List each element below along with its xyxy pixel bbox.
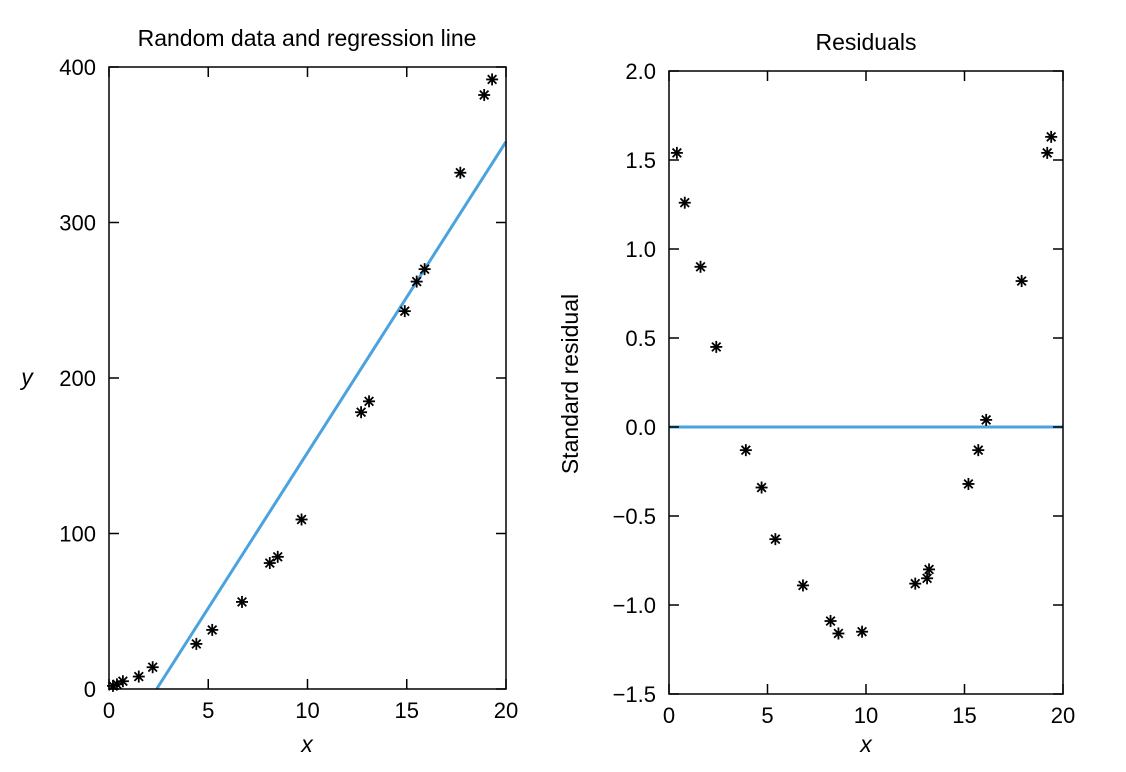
left-chart-title: Random data and regression line (138, 25, 477, 51)
left-chart-point (363, 395, 376, 408)
left-chart-point (486, 73, 499, 86)
right-chart-marks (669, 130, 1063, 640)
left-chart-point (235, 595, 248, 608)
right-chart-point (972, 444, 985, 457)
left-chart-point (146, 661, 159, 674)
right-chart-point (1041, 146, 1054, 159)
right-chart-point (962, 477, 975, 490)
left-chart-point (116, 675, 129, 688)
right-chart-xlabel: x (859, 731, 873, 757)
right-chart-xtick-label: 0 (663, 703, 675, 728)
left-chart-xtick-label: 15 (395, 698, 419, 723)
right-chart-ytick-label: 1.0 (625, 237, 656, 262)
right-chart-point (1015, 275, 1028, 288)
right-chart: Residuals 0 5 10 15 20 −1.5 −1.0 −0.5 0.0 0.5 1.0 1… (557, 29, 1075, 757)
left-chart-point (263, 557, 276, 570)
left-chart-xtick-label: 5 (202, 698, 214, 723)
left-chart-ytick-label: 0 (84, 677, 96, 702)
left-chart-frame (108, 66, 507, 690)
right-chart-point (694, 260, 707, 273)
left-chart-point (271, 550, 284, 563)
left-chart-point (398, 305, 411, 318)
left-chart-point (295, 513, 308, 526)
right-chart-point (796, 579, 809, 592)
right-chart-point (921, 572, 934, 585)
right-chart-ytick-label: −1.0 (613, 593, 656, 618)
right-chart-point (739, 444, 752, 457)
right-chart-point (909, 577, 922, 590)
left-chart-ytick-label: 200 (59, 366, 96, 391)
right-chart-ticks: 0 5 10 15 20 −1.5 −1.0 −0.5 0.0 0.5 1.0 1.5 2.0 (613, 59, 1076, 728)
right-chart-point (1045, 130, 1058, 143)
left-chart-point (355, 406, 368, 419)
right-chart-ytick-label: 0.0 (625, 415, 656, 440)
right-chart-ylabel: Standard residual (557, 294, 583, 474)
right-chart-point (769, 533, 782, 546)
left-chart-xtick-label: 10 (295, 698, 319, 723)
right-chart-xtick-label: 10 (854, 703, 878, 728)
right-chart-ytick-label: 0.5 (625, 326, 656, 351)
right-chart-point (824, 615, 837, 628)
left-chart-point (190, 637, 203, 650)
left-chart-xtick-label: 20 (494, 698, 518, 723)
left-chart-ytick-label: 400 (59, 55, 96, 80)
left-chart-point (410, 275, 423, 288)
right-chart-point (755, 481, 768, 494)
right-chart-ytick-label: −0.5 (613, 504, 656, 529)
left-chart-ytick-label: 100 (59, 522, 96, 547)
left-chart-point (132, 670, 145, 683)
right-chart-frame (668, 70, 1064, 695)
right-chart-point (980, 413, 993, 426)
left-chart-xtick-label: 0 (103, 698, 115, 723)
left-chart-ylabel: y (19, 364, 34, 390)
left-chart-marks (106, 73, 508, 692)
left-chart-point (206, 623, 219, 636)
right-chart-ytick-label: −1.5 (613, 682, 656, 707)
right-chart-point (678, 196, 691, 209)
left-chart-point (454, 166, 467, 179)
left-chart-point (418, 263, 431, 276)
right-chart-ytick-label: 2.0 (625, 59, 656, 84)
right-chart-point (670, 146, 683, 159)
right-chart-point (710, 340, 723, 353)
right-chart-point (832, 627, 845, 640)
right-chart-point (856, 625, 869, 638)
left-chart-regression-line (155, 140, 508, 690)
right-chart-xtick-label: 20 (1051, 703, 1075, 728)
left-chart-point (478, 88, 491, 101)
right-chart-xtick-label: 5 (761, 703, 773, 728)
left-chart-ytick-label: 300 (59, 211, 96, 236)
right-chart-xtick-label: 15 (952, 703, 976, 728)
right-chart-point (923, 563, 936, 576)
right-chart-title: Residuals (816, 29, 917, 55)
left-chart-xlabel: x (300, 731, 314, 757)
left-chart: Random data and regression line 0 5 10 15 20… (19, 25, 518, 757)
right-chart-ytick-label: 1.5 (625, 148, 656, 173)
